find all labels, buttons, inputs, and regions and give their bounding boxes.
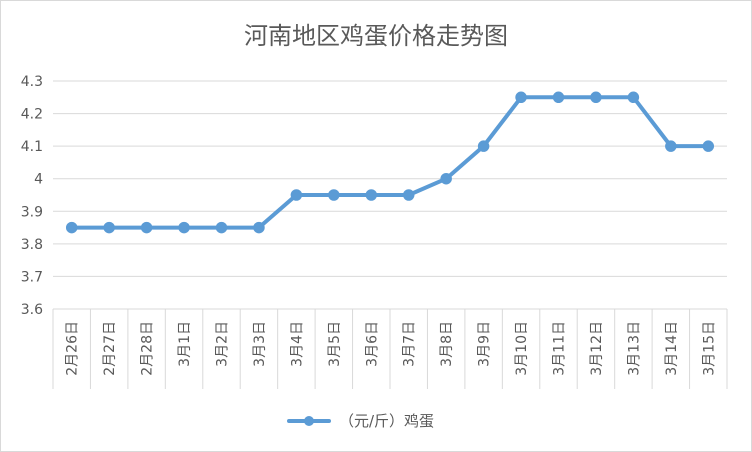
data-point: [290, 189, 303, 201]
x-tick-label: 3月7日: [402, 321, 418, 367]
x-tick-label: 3月13日: [626, 321, 642, 376]
data-point: [477, 140, 490, 152]
x-tick-label: 2月28日: [140, 321, 156, 376]
data-point: [440, 172, 452, 185]
x-tick-label: 3月8日: [439, 321, 455, 367]
y-tick-label: 4.1: [21, 139, 43, 155]
legend: （元/斤）鸡蛋: [287, 412, 434, 430]
data-point: [328, 189, 340, 201]
y-tick-label: 3.7: [21, 269, 43, 285]
y-tick-label: 4.2: [21, 107, 43, 123]
x-tick-label: 3月15日: [701, 321, 717, 376]
data-point: [178, 221, 190, 234]
x-tick-label: 3月11日: [552, 321, 568, 376]
x-tick-label: 3月10日: [514, 321, 530, 376]
series-line: [69, 95, 711, 230]
series-layer: [65, 91, 715, 234]
legend-point-marker: [304, 416, 314, 426]
x-tick-label: 3月12日: [589, 321, 605, 376]
y-tick-label: 3.8: [21, 237, 43, 253]
chart-title: 河南地区鸡蛋价格走势图: [244, 22, 508, 50]
data-point: [140, 221, 153, 234]
y-tick-label: 3.9: [21, 204, 43, 220]
x-tick-label: 3月6日: [364, 321, 380, 367]
legend-label: （元/斤）鸡蛋: [339, 412, 434, 430]
data-point: [702, 140, 715, 152]
y-tick-label: 3.6: [21, 302, 43, 318]
data-point: [365, 189, 378, 201]
data-point: [215, 221, 228, 234]
data-point: [665, 140, 677, 152]
data-point: [627, 91, 640, 104]
data-point: [590, 91, 602, 104]
y-tick-label: 4: [34, 172, 43, 188]
y-tick-label: 4.3: [21, 74, 43, 90]
data-point: [515, 91, 527, 104]
y-axis-ticks: 3.6 3.7 3.8 3.9 4 4.1 4.2 4.3: [21, 74, 43, 318]
data-point: [65, 221, 78, 234]
data-point: [402, 189, 415, 201]
data-point: [103, 221, 115, 234]
x-tick-label: 3月9日: [477, 321, 493, 367]
x-axis-ticks: 2月26日 2月27日 2月28日 3月1日 3月2日 3月3日 3月4日 3月5日 3月6日 3…: [65, 321, 718, 376]
data-point: [253, 221, 265, 234]
x-tick-label: 3月14日: [664, 321, 680, 376]
data-point: [552, 91, 565, 104]
x-tick-label: 3月3日: [252, 321, 268, 367]
x-tick-label: 2月26日: [65, 321, 81, 376]
x-tick-label: 3月2日: [215, 321, 231, 367]
x-tick-label: 2月27日: [102, 321, 118, 376]
x-tick-label: 3月5日: [327, 321, 343, 367]
x-tick-label: 3月4日: [289, 321, 305, 367]
grid-layer: [52, 80, 728, 389]
x-tick-label: 3月1日: [177, 321, 193, 367]
